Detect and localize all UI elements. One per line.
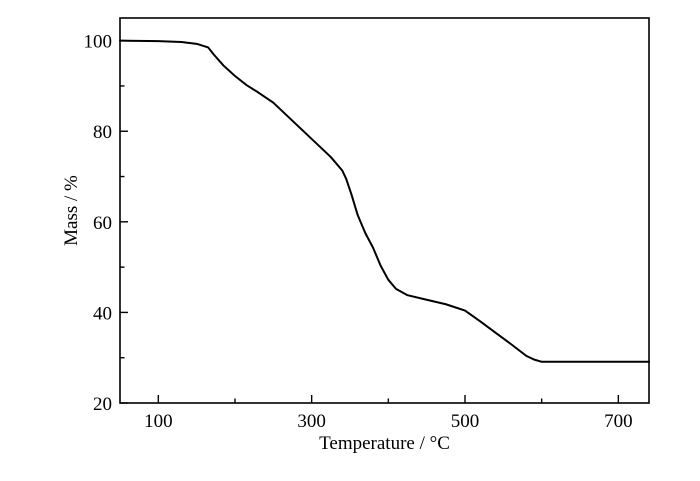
- mass-loss-curve: [119, 39, 650, 363]
- axis-tick-labels: 100 300 500 700 20 40 60 80 100: [84, 32, 633, 432]
- y-tick-label: 80: [93, 122, 112, 143]
- plot-frame: [119, 17, 650, 404]
- y-tick-label: 100: [84, 32, 113, 53]
- y-tick-label: 40: [93, 303, 112, 324]
- x-tick-label: 100: [144, 411, 173, 432]
- y-axis-title: Mass / %: [61, 175, 82, 246]
- x-tick-label: 500: [451, 411, 480, 432]
- y-tick-label: 20: [93, 394, 112, 415]
- x-axis-title: Temperature / °C: [319, 433, 450, 454]
- y-tick-label: 60: [93, 213, 112, 234]
- x-tick-label: 700: [604, 411, 633, 432]
- axis-ticks: [120, 39, 620, 404]
- x-tick-label: 300: [297, 411, 326, 432]
